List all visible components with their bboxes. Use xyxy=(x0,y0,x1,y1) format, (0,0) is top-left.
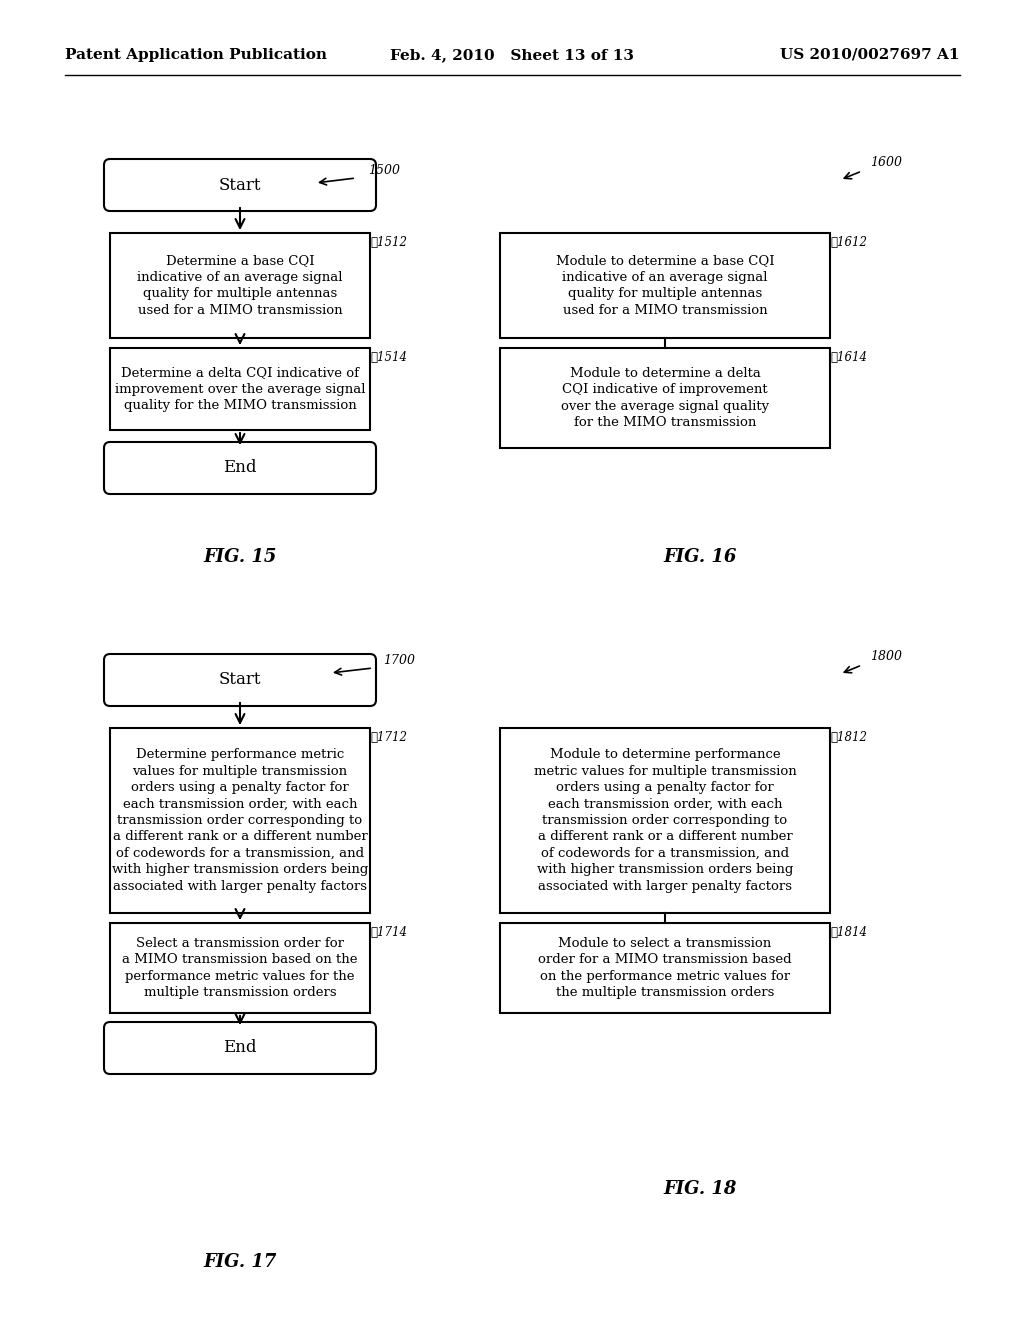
FancyBboxPatch shape xyxy=(104,653,376,706)
Text: Determine performance metric
values for multiple transmission
orders using a pen: Determine performance metric values for … xyxy=(112,748,369,894)
Text: Module to select a transmission
order for a MIMO transmission based
on the perfo: Module to select a transmission order fo… xyxy=(539,937,792,999)
Text: Module to determine performance
metric values for multiple transmission
orders u: Module to determine performance metric v… xyxy=(534,748,797,894)
Text: 1500: 1500 xyxy=(368,164,400,177)
Text: FIG. 17: FIG. 17 xyxy=(204,1253,276,1271)
Text: Determine a delta CQI indicative of
improvement over the average signal
quality : Determine a delta CQI indicative of impr… xyxy=(115,366,366,412)
Bar xyxy=(500,234,830,338)
Text: ℓ1512: ℓ1512 xyxy=(370,236,407,249)
Bar xyxy=(500,729,830,913)
Text: 1800: 1800 xyxy=(870,651,902,664)
Text: ℓ1714: ℓ1714 xyxy=(370,927,407,939)
Text: Select a transmission order for
a MIMO transmission based on the
performance met: Select a transmission order for a MIMO t… xyxy=(122,937,357,999)
Text: FIG. 16: FIG. 16 xyxy=(664,548,736,566)
Text: End: End xyxy=(223,459,257,477)
Bar xyxy=(110,729,370,913)
Text: 1700: 1700 xyxy=(383,653,415,667)
Text: ℓ1514: ℓ1514 xyxy=(370,351,407,364)
Bar xyxy=(110,234,370,338)
Text: Module to determine a delta
CQI indicative of improvement
over the average signa: Module to determine a delta CQI indicati… xyxy=(561,367,769,429)
FancyBboxPatch shape xyxy=(104,1022,376,1074)
Text: US 2010/0027697 A1: US 2010/0027697 A1 xyxy=(780,48,961,62)
Text: ℓ1614: ℓ1614 xyxy=(830,351,867,364)
Text: Module to determine a base CQI
indicative of an average signal
quality for multi: Module to determine a base CQI indicativ… xyxy=(556,255,774,317)
Bar xyxy=(110,923,370,1012)
Text: FIG. 18: FIG. 18 xyxy=(664,1180,736,1199)
Bar xyxy=(110,348,370,430)
Text: 1600: 1600 xyxy=(870,156,902,169)
Text: FIG. 15: FIG. 15 xyxy=(204,548,276,566)
Bar xyxy=(500,348,830,447)
Text: ℓ1814: ℓ1814 xyxy=(830,927,867,939)
Text: Start: Start xyxy=(219,177,261,194)
Bar xyxy=(500,923,830,1012)
Text: Determine a base CQI
indicative of an average signal
quality for multiple antenn: Determine a base CQI indicative of an av… xyxy=(137,255,343,317)
Text: ℓ1612: ℓ1612 xyxy=(830,236,867,249)
Text: ℓ1812: ℓ1812 xyxy=(830,731,867,744)
FancyBboxPatch shape xyxy=(104,442,376,494)
FancyBboxPatch shape xyxy=(104,158,376,211)
Text: Start: Start xyxy=(219,672,261,689)
Text: Patent Application Publication: Patent Application Publication xyxy=(65,48,327,62)
Text: ℓ1712: ℓ1712 xyxy=(370,731,407,744)
Text: End: End xyxy=(223,1040,257,1056)
Text: Feb. 4, 2010   Sheet 13 of 13: Feb. 4, 2010 Sheet 13 of 13 xyxy=(390,48,634,62)
